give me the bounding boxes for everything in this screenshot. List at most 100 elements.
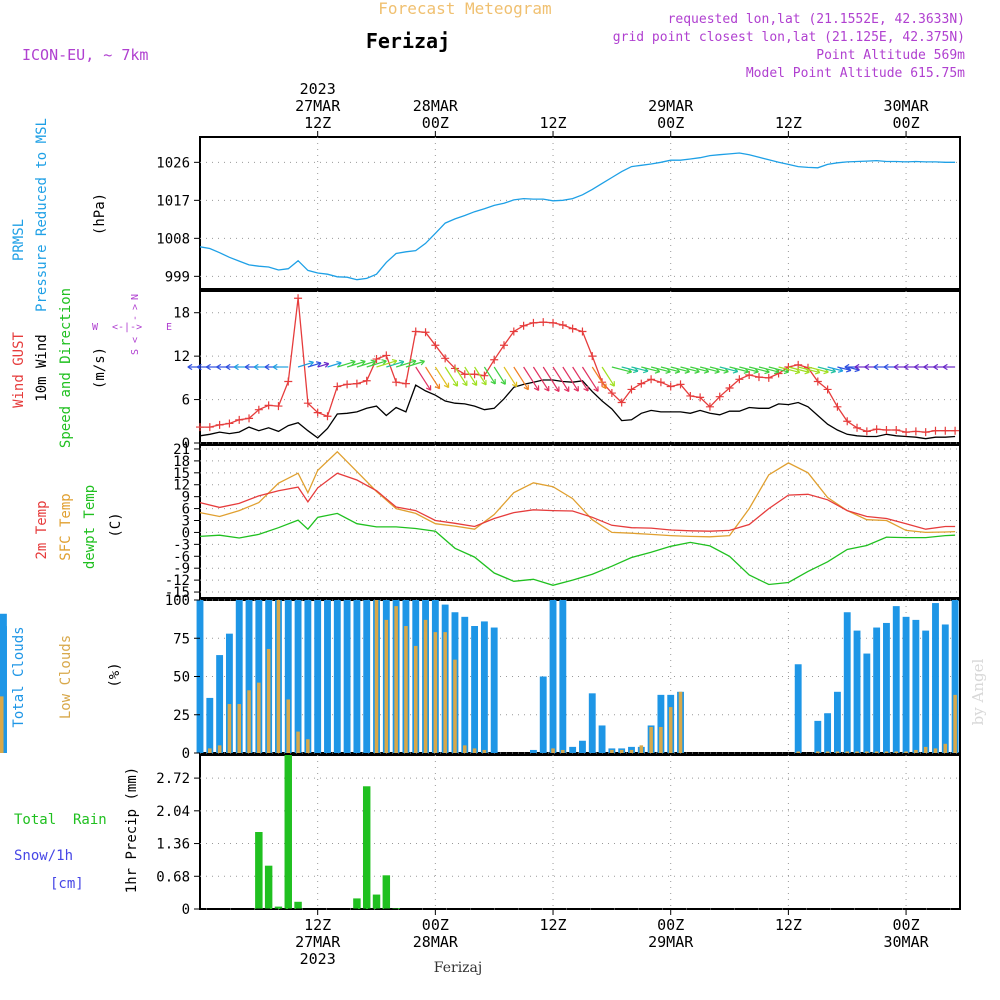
gust-marker	[862, 427, 871, 436]
low-cloud-bar	[433, 632, 438, 753]
gust-marker	[284, 377, 293, 386]
wind-arrow-head	[593, 386, 599, 392]
y-tick-label: 100	[165, 593, 190, 609]
time-tick-label: 00Z	[893, 916, 920, 934]
gust-marker	[480, 371, 489, 380]
low-cloud-bar	[237, 704, 241, 753]
wind-direction-arrow	[680, 366, 700, 373]
gust-marker	[853, 423, 862, 432]
y-tick-label: 1.36	[156, 837, 190, 853]
wind-direction-arrow	[739, 366, 759, 373]
wind-direction-arrow	[464, 366, 478, 386]
gust-marker	[823, 385, 832, 394]
y-tick-label: 75	[173, 631, 190, 647]
low-cloud-bar	[610, 749, 614, 753]
wind-arrow-head	[893, 363, 899, 371]
wind-arrow-head	[864, 363, 870, 371]
gust-marker	[500, 341, 508, 350]
gust-marker	[235, 415, 244, 424]
total-cloud-bar	[255, 600, 263, 753]
gust-marker	[754, 373, 763, 382]
wind-direction-arrow	[317, 363, 329, 368]
total-cloud-bar	[559, 600, 567, 753]
low-cloud-bar	[933, 748, 938, 753]
low-cloud-bar	[208, 748, 212, 753]
wind-direction-arrow	[532, 366, 550, 392]
temp2m-line	[199, 472, 956, 532]
y-tick-label: 12	[173, 349, 190, 365]
sfc-temp-line	[199, 450, 956, 538]
total-cloud-bar	[824, 713, 832, 753]
total-cloud-bar	[833, 691, 841, 753]
y-tick-label: 12	[173, 478, 190, 494]
wind-arrow-head	[601, 383, 607, 390]
gust-marker	[362, 376, 371, 385]
gust-marker	[490, 355, 499, 364]
gust-marker	[509, 327, 518, 336]
wind-arrow-head	[434, 383, 441, 390]
low-cloud-bar	[423, 619, 428, 753]
gust-marker	[637, 379, 646, 388]
y-tick-label: 0.68	[156, 869, 190, 885]
low-cloud-bar	[472, 748, 477, 753]
model-altitude: Model Point Altitude 615.75m	[746, 66, 965, 81]
total-cloud-bar	[814, 720, 822, 753]
total-cloud-bar	[902, 616, 910, 753]
low-cloud-bar	[394, 606, 398, 753]
wind-arrow-head	[419, 359, 425, 366]
wind-dir-label: Speed and Direction	[58, 288, 74, 448]
time-tick-label: 28MAR	[413, 933, 459, 951]
gust-marker	[264, 401, 273, 410]
total-cloud-bar	[932, 603, 939, 753]
total-cloud-bar	[216, 655, 224, 753]
gust-marker	[254, 405, 263, 414]
gust-marker	[578, 327, 587, 336]
low-clouds-label: Low Clouds	[58, 635, 74, 719]
wind-arrow-head	[225, 363, 231, 371]
wind-direction-arrow	[768, 366, 789, 373]
gust-marker	[764, 373, 773, 382]
time-tick-label: 30MAR	[883, 97, 929, 115]
total-cloud-bar	[235, 600, 243, 753]
gust-marker	[627, 385, 636, 394]
wind-direction-arrow	[552, 366, 570, 392]
wind-direction-arrow	[709, 366, 729, 373]
wind-direction-arrow	[827, 366, 843, 372]
gust-marker	[539, 318, 548, 327]
wind-arrow-head	[883, 363, 889, 371]
gust-marker	[843, 417, 852, 426]
wind-arrow-head	[544, 385, 550, 392]
total-cloud-bar	[598, 725, 606, 753]
compass-n: N	[130, 294, 141, 300]
wind-arrow-head	[391, 358, 398, 365]
wind-direction-arrow	[601, 366, 615, 387]
low-cloud-bar	[816, 751, 820, 753]
wind-arrow-head	[462, 380, 468, 387]
point-altitude: Point Altitude 569m	[816, 48, 965, 63]
wind-arrow-head	[554, 386, 560, 393]
pressure-line	[199, 152, 956, 281]
total-cloud-bar	[490, 627, 498, 753]
rain-bar	[284, 755, 292, 909]
y-tick-label: -3	[173, 537, 190, 553]
y-tick-label: 21	[173, 442, 190, 458]
total-cloud-bar	[539, 676, 547, 753]
low-cloud-bar	[659, 726, 663, 753]
low-cloud-bar	[463, 745, 467, 753]
precip-series	[200, 755, 960, 910]
gust-marker	[372, 355, 381, 364]
wind-direction-arrow	[699, 366, 720, 373]
total-cloud-bar	[529, 749, 537, 753]
gust-marker	[196, 423, 204, 432]
wind-arrow-head	[370, 359, 376, 366]
wind-direction-arrow	[729, 366, 749, 373]
wind-direction-arrow	[778, 366, 800, 373]
low-cloud-bar	[923, 746, 928, 753]
wind-direction-arrow	[621, 366, 639, 372]
wind-direction-arrow	[542, 366, 560, 392]
gust-marker	[656, 378, 665, 387]
wind-direction-arrow	[415, 366, 432, 391]
low-cloud-bar	[884, 751, 889, 753]
snow-unit-label: [cm]	[50, 876, 84, 892]
low-cloud-bar	[404, 626, 408, 753]
